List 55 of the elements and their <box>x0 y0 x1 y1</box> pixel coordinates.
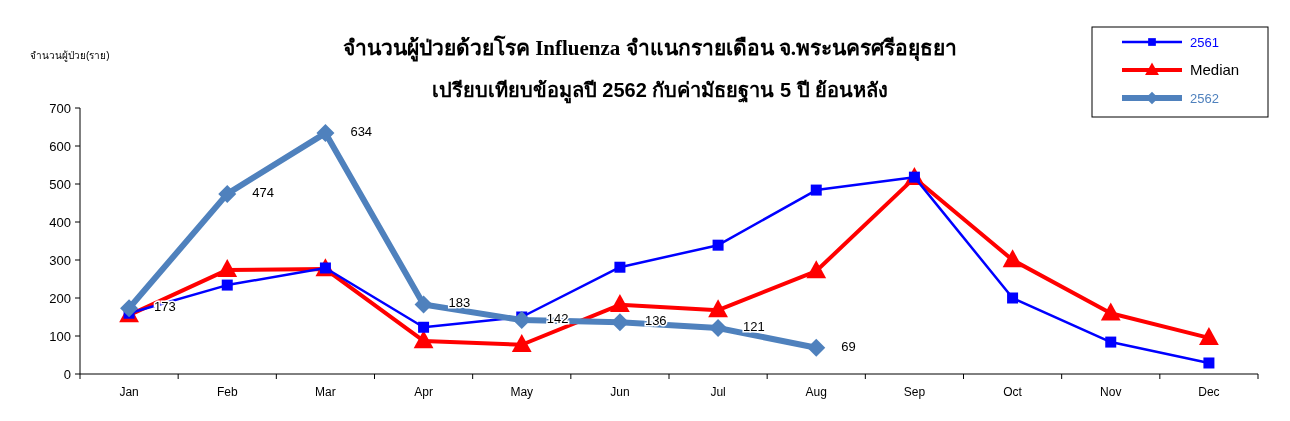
point <box>1105 336 1117 348</box>
xtick: Mar <box>315 385 336 399</box>
data-label: 121 <box>743 319 765 334</box>
point <box>1002 249 1023 268</box>
xtick: Aug <box>805 385 827 399</box>
legend-label: 2561 <box>1190 35 1219 50</box>
point <box>1203 357 1215 369</box>
point <box>806 260 827 279</box>
point <box>810 184 822 196</box>
point <box>614 261 626 273</box>
point <box>413 330 434 349</box>
ytick: 200 <box>49 291 71 306</box>
point <box>218 184 237 203</box>
point <box>418 321 430 333</box>
point <box>1007 292 1019 304</box>
legend-label: Median <box>1190 61 1240 78</box>
xtick: Feb <box>216 385 238 399</box>
ytick: 100 <box>49 329 71 344</box>
ytick: 500 <box>49 177 71 192</box>
point <box>807 338 826 357</box>
ytick: 400 <box>49 215 71 230</box>
title: จำนวนผู้ป่วยด้วยโรค Influenza จำแนกรายเดือน จ.พระนครศรีอยุธยา <box>342 36 958 60</box>
point <box>709 319 728 338</box>
xtick: Apr <box>414 385 433 399</box>
data-label: 173 <box>154 299 176 315</box>
point <box>414 295 433 314</box>
xtick: Jun <box>610 385 630 399</box>
data-label: 183 <box>448 295 471 311</box>
xtick: Jan <box>119 385 139 399</box>
data-label: 634 <box>350 124 373 140</box>
data-label: 69 <box>841 338 856 354</box>
data-label: 474 <box>252 184 274 200</box>
ytick: 300 <box>49 253 71 268</box>
point <box>712 239 724 251</box>
xtick: Sep <box>903 385 926 399</box>
point <box>708 299 728 318</box>
point <box>316 124 335 143</box>
ytick: 700 <box>49 101 71 116</box>
ytick: 0 <box>63 367 71 382</box>
ytick: 600 <box>49 139 71 154</box>
point <box>120 299 139 318</box>
xtick: May <box>510 385 534 399</box>
point <box>217 259 238 278</box>
ylabel: จำนวนผู้ป่วย(ราย) <box>30 50 110 61</box>
point <box>1100 302 1121 321</box>
point <box>221 279 233 291</box>
point <box>511 333 532 352</box>
xtick: Oct <box>1003 385 1022 399</box>
point <box>1199 327 1219 346</box>
xtick: Nov <box>1100 385 1122 399</box>
xtick: Dec <box>1198 385 1220 399</box>
legend-label: 2562 <box>1190 91 1219 106</box>
point <box>610 294 630 313</box>
xtick: Jul <box>710 385 726 399</box>
data-label: 136 <box>644 313 667 329</box>
